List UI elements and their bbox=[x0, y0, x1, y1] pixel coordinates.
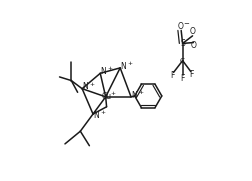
Text: +: + bbox=[89, 82, 94, 87]
Text: S: S bbox=[179, 39, 184, 48]
Text: F: F bbox=[189, 70, 193, 79]
Text: +: + bbox=[127, 61, 132, 66]
Text: C: C bbox=[179, 58, 184, 64]
Text: N: N bbox=[92, 111, 98, 120]
Text: +: + bbox=[110, 91, 115, 96]
Text: F: F bbox=[180, 74, 184, 83]
Text: N: N bbox=[131, 91, 137, 100]
Text: +: + bbox=[107, 66, 112, 71]
Text: O: O bbox=[177, 22, 183, 31]
Text: N: N bbox=[82, 82, 88, 91]
Text: F: F bbox=[170, 71, 174, 80]
Text: +: + bbox=[138, 90, 143, 95]
Text: N: N bbox=[100, 67, 106, 76]
Text: Cu: Cu bbox=[101, 92, 111, 101]
Text: N: N bbox=[120, 62, 126, 71]
Text: O: O bbox=[189, 27, 195, 36]
Text: −: − bbox=[182, 20, 188, 27]
Text: O: O bbox=[190, 41, 196, 50]
Text: +: + bbox=[100, 110, 105, 115]
